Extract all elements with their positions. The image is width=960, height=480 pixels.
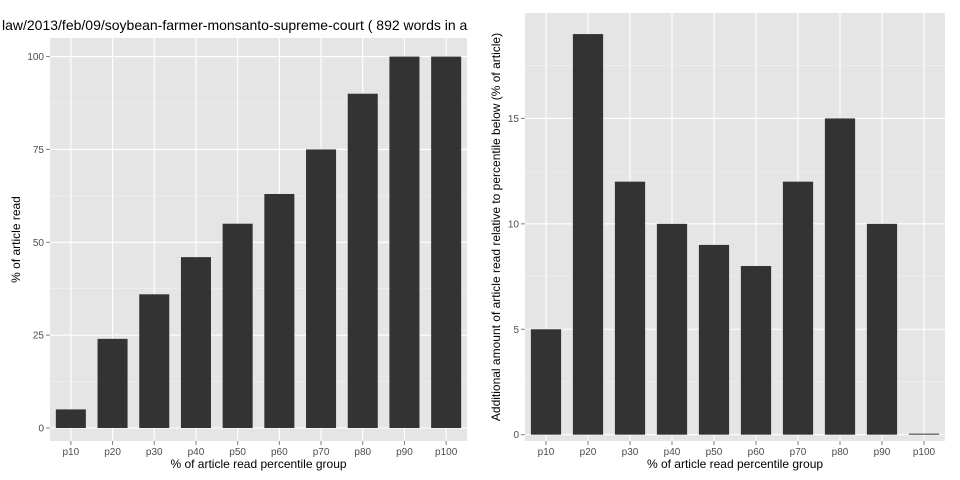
x-tick-label: p100	[913, 447, 936, 458]
x-tick-label: p10	[538, 447, 555, 458]
x-tick-label: p70	[790, 447, 807, 458]
bar	[264, 194, 295, 428]
x-tick-label: p70	[313, 447, 330, 458]
y-tick-label: 25	[33, 331, 45, 342]
x-tick-label: p30	[622, 447, 639, 458]
y-tick-label: 5	[513, 325, 519, 336]
chart-right: 0 5 10 15 p10 p20 p30 p40 p50 p60 p70 p80 p90 p100 % o…	[489, 13, 945, 471]
x-tick-label: p50	[229, 447, 246, 458]
x-tick-label: p20	[580, 447, 597, 458]
y-axis-label: % of article read	[9, 196, 23, 283]
bar	[824, 118, 856, 435]
chart-title: law/2013/feb/09/soybean-farmer-monsanto-…	[2, 17, 468, 33]
bar	[55, 409, 86, 428]
x-tick-label: p10	[63, 447, 80, 458]
y-tick-label: 0	[38, 424, 44, 435]
bar	[908, 433, 940, 435]
y-tick-label: 15	[508, 114, 520, 125]
bar	[530, 329, 562, 435]
y-tick-label: 0	[513, 430, 519, 441]
bar	[698, 244, 730, 435]
chart-left: 0 25 50 75 100 p10 p20 p30 p40 p50 p60 p70 p80 p90 p10…	[9, 38, 467, 471]
bar	[431, 56, 462, 428]
bar	[572, 34, 604, 435]
bar	[782, 181, 814, 435]
bar	[347, 93, 378, 428]
x-tick-label: p90	[874, 447, 891, 458]
x-tick-label: p80	[354, 447, 371, 458]
bar	[614, 181, 646, 435]
x-tick-label: p40	[664, 447, 681, 458]
x-tick-label: p30	[146, 447, 163, 458]
y-tick-label: 50	[33, 238, 45, 249]
bar	[740, 266, 772, 435]
x-tick-label: p20	[104, 447, 121, 458]
x-tick-label: p60	[271, 447, 288, 458]
y-tick-label: 100	[27, 52, 44, 63]
bar	[180, 257, 211, 428]
bar	[656, 223, 688, 435]
x-tick-label: p50	[706, 447, 723, 458]
bar	[222, 223, 253, 428]
x-tick-label: p100	[435, 447, 458, 458]
x-axis-label: % of article read percentile group	[647, 457, 823, 471]
bar	[97, 338, 128, 428]
x-tick-label: p40	[188, 447, 205, 458]
bar	[389, 56, 420, 428]
y-tick-label: 75	[33, 145, 45, 156]
bar	[306, 149, 337, 428]
y-axis-label: Additional amount of article read relati…	[489, 33, 503, 421]
x-tick-label: p80	[832, 447, 849, 458]
x-tick-label: p90	[396, 447, 413, 458]
bar	[139, 294, 170, 428]
x-axis-label: % of article read percentile group	[170, 457, 346, 471]
y-tick-label: 10	[508, 219, 520, 230]
bar	[866, 223, 898, 435]
x-tick-label: p60	[748, 447, 765, 458]
